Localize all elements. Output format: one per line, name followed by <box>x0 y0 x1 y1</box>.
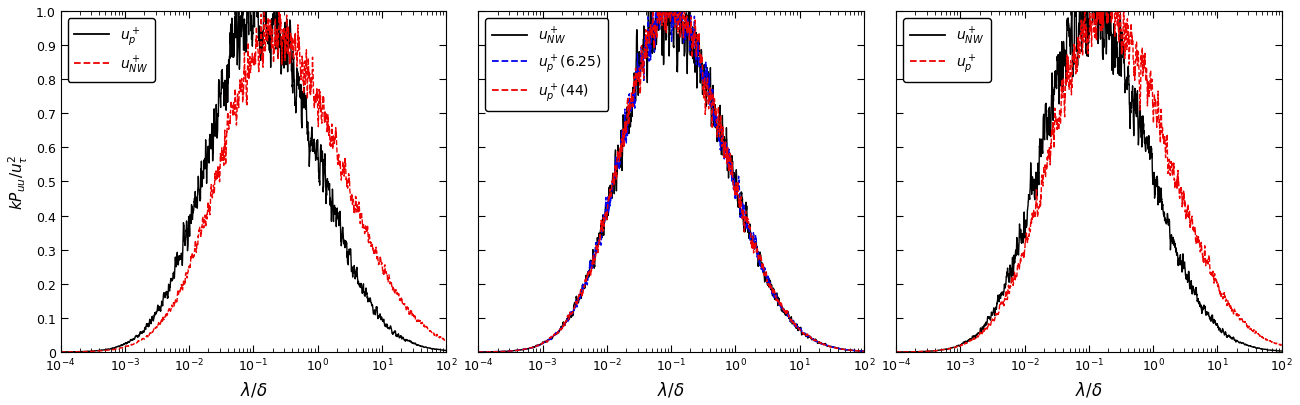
X-axis label: $\lambda/\delta$: $\lambda/\delta$ <box>1075 379 1102 398</box>
Legend: $u_p^+$, $u_{NW}^+$: $u_p^+$, $u_{NW}^+$ <box>68 19 155 83</box>
Legend: $u_{NW}^+$, $u_p^+(6.25)$, $u_p^+(44)$: $u_{NW}^+$, $u_p^+(6.25)$, $u_p^+(44)$ <box>485 19 608 111</box>
X-axis label: $\lambda/\delta$: $\lambda/\delta$ <box>239 379 268 398</box>
X-axis label: $\lambda/\delta$: $\lambda/\delta$ <box>658 379 685 398</box>
Legend: $u_{NW}^+$, $u_p^+$: $u_{NW}^+$, $u_p^+$ <box>903 19 991 83</box>
Y-axis label: $kP_{uu}/u_\tau^2$: $kP_{uu}/u_\tau^2$ <box>6 154 30 210</box>
